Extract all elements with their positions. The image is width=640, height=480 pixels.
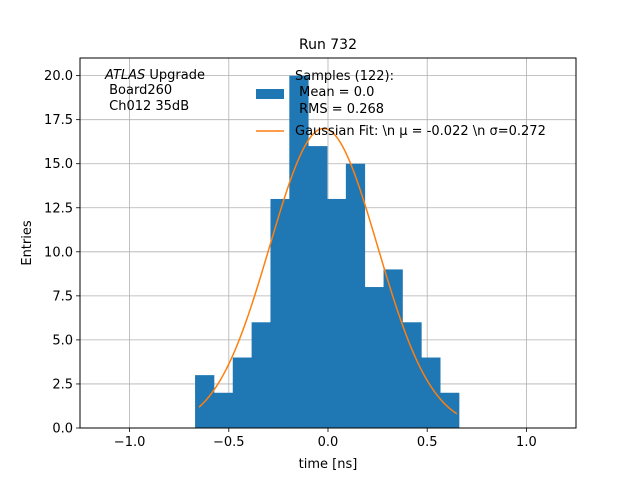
x-tick-label-4: 1.0 [516,435,537,450]
y-tick-label-1: 2.5 [52,377,73,392]
y-tick-label-2: 5.0 [52,333,73,348]
legend-histogram-line-2: Mean = 0.0 [295,85,374,100]
legend-histogram-line-1: Samples (122): [295,69,394,84]
y-tick-label-3: 7.5 [52,289,73,304]
histogram-bar-10 [383,269,403,428]
histogram-bar-13 [440,392,460,428]
y-axis-ticks: 0.0 2.5 5.0 7.5 10.0 12.5 15.0 17.5 20.0 [44,69,80,437]
gaussian-fit-curve [198,127,458,415]
y-tick-label-5: 12.5 [44,201,73,216]
histogram-bar-11 [402,322,422,428]
histogram-bar-7 [327,198,347,428]
annotation-upgrade: Upgrade [145,68,205,83]
annotation-line-3: Ch012 35dB [105,99,189,114]
y-tick-label-6: 15.0 [44,157,73,172]
histogram-bar-9 [364,287,384,428]
histogram-bar-6 [308,146,328,428]
y-tick-label-8: 20.0 [44,69,73,84]
annotation-line-1: ATLAS Upgrade [104,68,205,83]
histogram-bar-5 [289,75,309,428]
annotation-atlas: ATLAS [104,68,145,83]
x-tick-label-1: −0.5 [213,435,245,450]
gaussian-fit [198,127,458,415]
atlas-annotation: ATLAS Upgrade Board260 Ch012 35dB [104,68,205,114]
histogram-bar-8 [345,163,366,428]
y-tick-label-7: 17.5 [44,113,73,128]
legend: Samples (122): Mean = 0.0 RMS = 0.268 Ga… [256,69,546,139]
histogram-bar-4 [270,198,290,428]
histogram-bar-2 [232,357,253,428]
histogram-bar-3 [251,322,271,428]
x-axis-label: time [ns] [299,457,358,472]
y-tick-label-4: 10.0 [44,245,73,260]
x-tick-label-2: 0.0 [318,435,339,450]
y-tick-label-0: 0.0 [52,422,73,437]
chart-title: Run 732 [299,37,357,53]
x-tick-label-0: −1.0 [114,435,146,450]
histogram-bars [195,75,460,428]
x-axis-ticks: −1.0 −0.5 0.0 0.5 1.0 [114,428,537,450]
legend-histogram-swatch [256,89,284,99]
histogram-bar-1 [213,392,234,428]
legend-fit-label: Gaussian Fit: \n μ = -0.022 \n σ=0.272 [295,124,546,139]
histogram-bar-12 [421,357,441,428]
y-axis-label: Entries [20,220,35,266]
legend-histogram-line-3: RMS = 0.268 [295,102,384,117]
annotation-line-2: Board260 [105,83,172,98]
x-tick-label-3: 0.5 [417,435,438,450]
